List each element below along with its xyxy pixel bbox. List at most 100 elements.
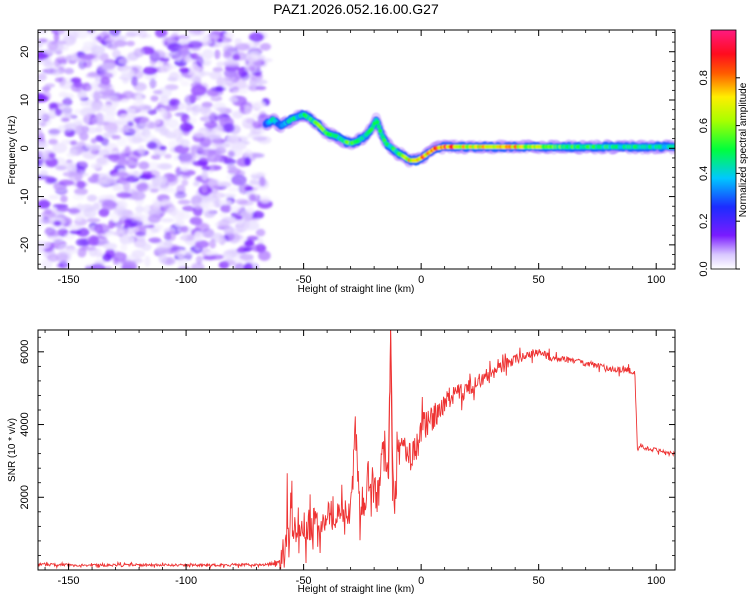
noise-blob [223, 60, 239, 66]
noise-blob [248, 193, 257, 202]
noise-blob [68, 207, 81, 214]
noise-blob [177, 199, 191, 205]
noise-blob [198, 71, 212, 76]
noise-blob [178, 67, 190, 73]
noise-blob [38, 240, 46, 252]
noise-blob [100, 137, 109, 147]
noise-blob [93, 90, 101, 102]
noise-blob [73, 80, 83, 88]
trace-core [376, 124, 381, 129]
noise-blob [38, 109, 48, 120]
noise-blob [252, 121, 263, 129]
noise-blob [54, 58, 61, 68]
noise-blob [72, 193, 85, 201]
noise-blob [252, 136, 268, 142]
spec-xtick-label: -100 [175, 274, 197, 286]
noise-blob [234, 38, 242, 46]
noise-blob [201, 183, 208, 194]
noise-blob [216, 107, 227, 112]
snr-ylabel: SNR (10 * v/v) [7, 418, 18, 482]
noise-blob [52, 68, 63, 76]
noise-blob [153, 90, 163, 95]
noise-blob [101, 62, 116, 71]
figure-title: PAZ1.2026.052.16.00.G27 [273, 1, 439, 17]
noise-blob [101, 178, 117, 185]
noise-blob [127, 121, 134, 127]
noise-blob [230, 212, 238, 218]
noise-blob [228, 232, 241, 244]
noise-blob [235, 198, 249, 205]
noise-blob [246, 235, 259, 241]
noise-blob [180, 80, 190, 87]
spec-xtick-label: -150 [58, 274, 80, 286]
noise-blob [68, 30, 78, 42]
noise-blob [164, 153, 172, 159]
noise-blob [114, 35, 128, 41]
noise-blob [160, 65, 171, 74]
noise-blob [250, 171, 267, 177]
noise-blob [164, 176, 179, 186]
noise-blob [113, 39, 128, 47]
noise-blob [74, 187, 88, 196]
spectrogram-ylabel: Frequency (Hz) [7, 116, 18, 185]
noise-blob [189, 144, 206, 152]
noise-blob [219, 40, 230, 48]
noise-blob [135, 205, 144, 213]
noise-blob [75, 212, 83, 221]
noise-blob [123, 144, 133, 154]
noise-blob [83, 207, 97, 219]
noise-blob [75, 238, 90, 247]
noise-blob [195, 222, 210, 232]
noise-blob [74, 125, 86, 136]
noise-blob [217, 199, 232, 205]
noise-blob [98, 208, 110, 217]
noise-blob [131, 134, 143, 144]
noise-blob [233, 89, 248, 94]
noise-blob [98, 72, 114, 79]
noise-blob [227, 164, 236, 169]
noise-blob [201, 170, 209, 181]
noise-blob [222, 80, 235, 89]
noise-blob [132, 101, 146, 110]
noise-blob [58, 179, 75, 186]
noise-blob [118, 229, 134, 235]
noise-blob [126, 40, 135, 47]
noise-blob [196, 56, 204, 67]
noise-blob [113, 221, 123, 228]
frequency-trace [261, 109, 675, 168]
colorbar: 0.0 0.2 0.4 0.6 0.8 Normalized spectral ampl… [698, 29, 749, 277]
noise-blob [179, 122, 194, 132]
noise-blob [227, 150, 235, 158]
noise-blob [167, 76, 178, 82]
noise-blob [91, 116, 105, 125]
noise-blob [155, 30, 168, 38]
noise-blob [216, 61, 225, 67]
noise-blob [38, 199, 51, 209]
noise-blob [154, 127, 170, 132]
noise-blob [243, 149, 253, 159]
spec-ytick-label: -20 [19, 237, 31, 253]
noise-blob [211, 86, 227, 92]
noise-blob [180, 167, 189, 172]
noise-blob [68, 171, 84, 181]
noise-blob [132, 170, 140, 179]
noise-blob [248, 65, 255, 72]
noise-blob [70, 140, 78, 146]
noise-blob [225, 74, 240, 82]
noise-blob [253, 100, 266, 109]
noise-blob [193, 181, 200, 187]
noise-blob [218, 181, 232, 188]
noise-blob [101, 266, 113, 269]
noise-blob [132, 258, 144, 264]
noise-blob [115, 171, 129, 177]
noise-blob [112, 184, 122, 192]
noise-blob [108, 153, 120, 162]
noise-blob [259, 196, 271, 204]
spec-ytick-label: 20 [19, 46, 31, 58]
noise-blob [48, 152, 56, 159]
noise-blob [184, 94, 196, 106]
noise-blob [127, 151, 141, 161]
noise-blob [48, 194, 60, 200]
noise-blob [148, 237, 162, 243]
noise-blob [241, 116, 253, 126]
